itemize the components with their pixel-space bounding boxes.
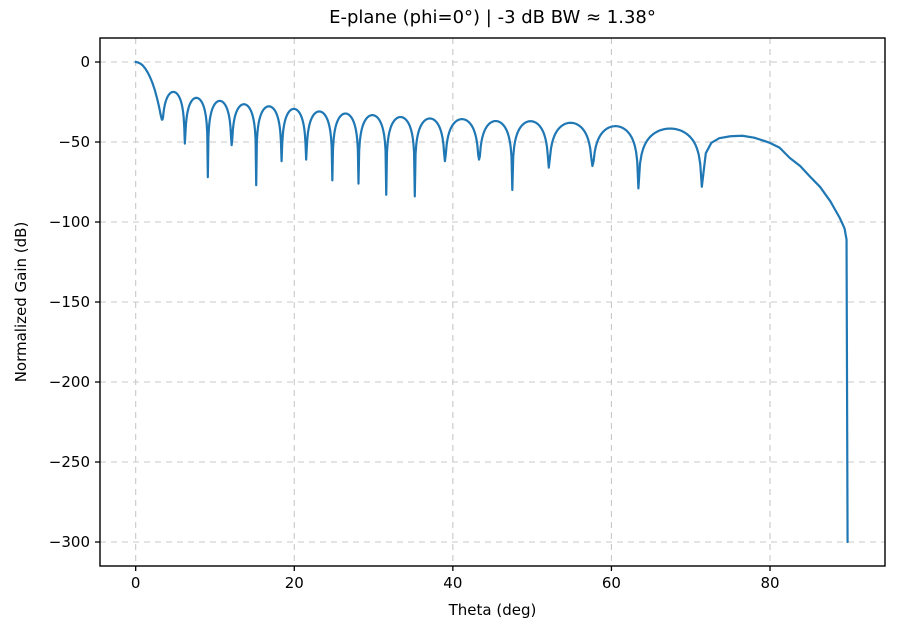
y-tick-label: 0 xyxy=(80,53,90,71)
y-tick-label: −100 xyxy=(49,213,90,231)
x-tick-label: 20 xyxy=(285,574,304,592)
chart-title: E-plane (phi=0°) | -3 dB BW ≈ 1.38° xyxy=(329,7,656,28)
y-tick-label: −50 xyxy=(58,133,90,151)
x-tick-label: 40 xyxy=(443,574,462,592)
x-axis-label: Theta (deg) xyxy=(448,601,537,619)
y-tick-labels: 0 −50 −100 −150 −200 −250 −300 xyxy=(49,53,90,551)
gain-curve xyxy=(134,60,849,544)
x-tick-label: 80 xyxy=(760,574,779,592)
y-tick-label: −300 xyxy=(49,533,90,551)
y-tick-label: −250 xyxy=(49,453,90,471)
y-tick-label: −200 xyxy=(49,373,90,391)
y-axis-label: Normalized Gain (dB) xyxy=(12,221,30,383)
y-tick-label: −150 xyxy=(49,293,90,311)
axis-ticks xyxy=(95,61,771,571)
x-tick-label: 0 xyxy=(131,574,141,592)
plot-border xyxy=(99,37,886,567)
grid xyxy=(100,38,885,566)
x-tick-label: 60 xyxy=(602,574,621,592)
x-tick-labels: 0 20 40 60 80 xyxy=(131,574,780,592)
